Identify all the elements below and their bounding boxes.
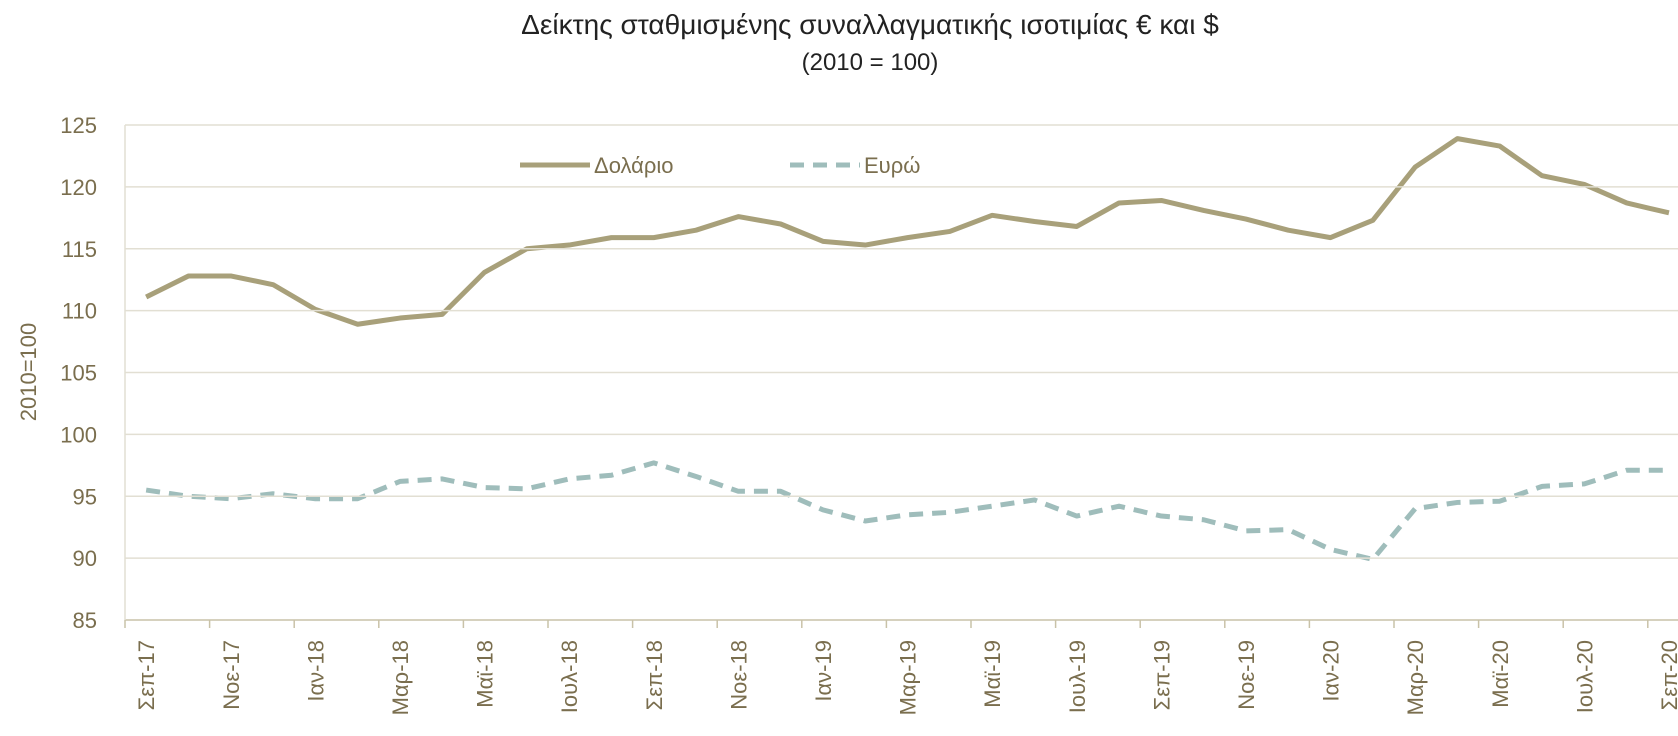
x-tick-label: Σεπ-18 [642,640,667,710]
x-tick-label: Μαϊ-18 [473,640,498,708]
x-tick-label: Ιουλ-20 [1572,640,1597,713]
x-tick-label: Ιαν-18 [303,640,328,702]
x-tick-label: Ιουλ-19 [1065,640,1090,713]
x-tick-label: Μαϊ-19 [980,640,1005,708]
x-tick-label: Ιαν-19 [811,640,836,702]
x-tick-label: Νοε-17 [219,640,244,710]
x-tick-label: Σεπ-20 [1657,640,1678,710]
chart-subtitle: (2010 = 100) [802,49,939,76]
y-tick-label: 125 [60,113,97,138]
plot-area [145,136,1670,562]
y-tick-label: 100 [60,422,97,447]
x-tick-label: Μαρ-20 [1403,640,1428,715]
x-tick-label: Νοε-19 [1234,640,1259,710]
x-tick-label: Σεπ-19 [1149,640,1174,710]
y-tick-label: 95 [73,484,97,509]
data-line [145,136,1670,327]
chart-title: Δείκτης σταθμισμένης συναλλαγματικής ισο… [521,9,1219,40]
x-tick-label: Ιουλ-18 [557,640,582,713]
y-tick-label: 115 [62,237,97,262]
legend-label: Ευρώ [864,153,920,178]
y-axis-label: 2010=100 [16,323,41,422]
legend-label: Δολάριο [594,153,674,178]
y-tick-label: 120 [60,175,97,200]
x-tick-label: Νοε-18 [726,640,751,710]
x-tick-label: Σεπ-17 [134,640,159,710]
y-tick-label: 85 [73,608,97,633]
y-tick-label: 105 [60,361,97,386]
y-tick-label: 90 [73,546,97,571]
x-tick-label: Ιαν-20 [1319,640,1344,702]
x-tick-label: Μαϊ-20 [1488,640,1513,708]
y-tick-label: 110 [62,299,97,324]
x-tick-label: Μαρ-19 [896,640,921,715]
x-tick-label: Μαρ-18 [388,640,413,715]
data-line [145,460,1669,562]
